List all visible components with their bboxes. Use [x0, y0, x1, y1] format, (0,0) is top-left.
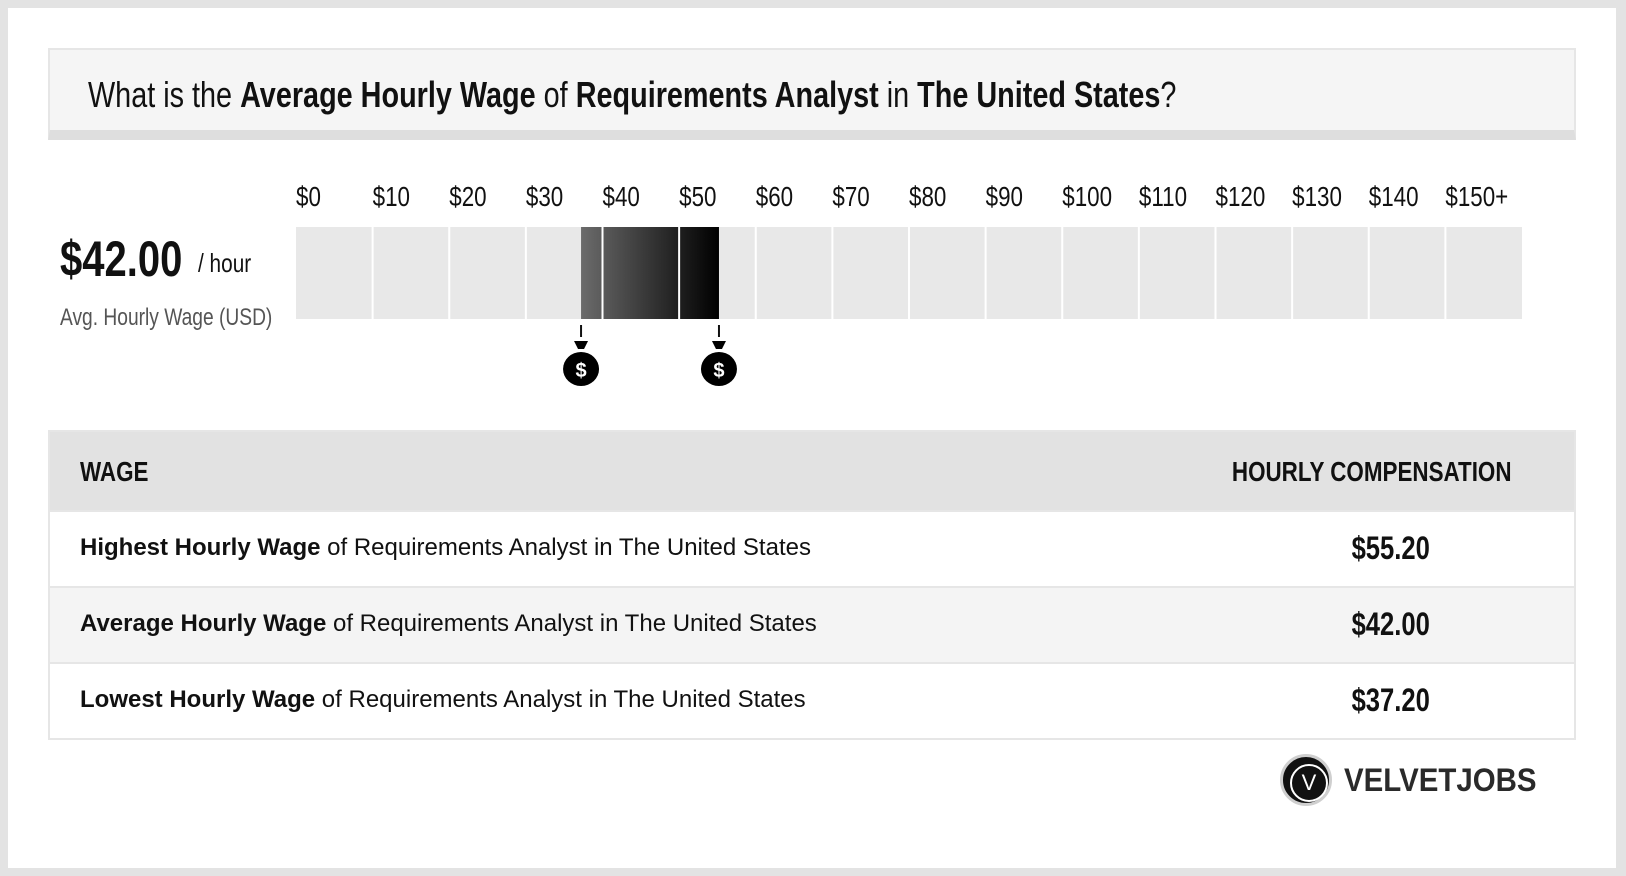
row-label: Average Hourly Wage of Requirements Anal… [80, 610, 817, 637]
segment-divider [448, 227, 451, 319]
question-title: What is the Average Hourly Wage of Requi… [88, 74, 1177, 115]
logo-wordmark: VELVETJOBS [1344, 762, 1537, 798]
logo-badge-icon: V [1280, 754, 1332, 806]
row-label: Lowest Hourly Wage of Requirements Analy… [80, 686, 806, 713]
tick-label: $20 [449, 182, 486, 213]
tick-label: $90 [986, 182, 1023, 213]
column-header-wage: WAGE [80, 456, 149, 487]
money-bag-tie [574, 341, 589, 349]
segment-divider [1367, 227, 1370, 319]
row-value: $42.00 [1351, 606, 1430, 642]
segment-divider [678, 227, 681, 319]
tick-label: $150+ [1445, 182, 1508, 213]
table-row-average: Average Hourly Wage of Requirements Anal… [50, 586, 1574, 662]
segment-divider [1214, 227, 1217, 319]
money-bag-icon [700, 352, 737, 386]
tick-label: $140 [1369, 182, 1419, 213]
wage-table: WAGE HOURLY COMPENSATION Highest Hourly … [48, 430, 1576, 740]
row-value: $37.20 [1351, 682, 1430, 718]
tick-label: $110 [1139, 182, 1187, 213]
average-wage-unit: / hour [198, 248, 252, 278]
table-row-lowest: Lowest Hourly Wage of Requirements Analy… [50, 662, 1574, 738]
wage-range-bar [581, 227, 719, 319]
money-bag-icon [563, 352, 600, 386]
segment-divider [371, 227, 374, 319]
segment-divider [1061, 227, 1064, 319]
segment-divider [1444, 227, 1447, 319]
money-bag-glyph: $ [713, 360, 724, 382]
row-label: Highest Hourly Wage of Requirements Anal… [80, 534, 811, 561]
tick-label: $0 [296, 182, 321, 213]
average-wage-value: $42.00 / hour [60, 230, 251, 288]
money-bag-tie [711, 341, 726, 349]
question-header: What is the Average Hourly Wage of Requi… [48, 48, 1576, 140]
tick-label: $40 [603, 182, 640, 213]
tick-label: $80 [909, 182, 946, 213]
table-row-highest: Highest Hourly Wage of Requirements Anal… [50, 510, 1574, 586]
average-wage-label: Avg. Hourly Wage (USD) [60, 304, 273, 331]
segment-divider [601, 227, 604, 319]
segment-divider [754, 227, 757, 319]
tick-label: $60 [756, 182, 793, 213]
column-header-compensation: HOURLY COMPENSATION [1232, 456, 1512, 487]
segment-divider [984, 227, 987, 319]
segment-divider [831, 227, 834, 319]
tick-label: $130 [1292, 182, 1342, 213]
tick-label: $100 [1062, 182, 1112, 213]
segment-divider [524, 227, 527, 319]
wage-card: What is the Average Hourly Wage of Requi… [8, 8, 1616, 868]
velvetjobs-logo: V VELVETJOBS [1280, 754, 1580, 812]
tick-label: $120 [1216, 182, 1266, 213]
tick-label: $30 [526, 182, 563, 213]
tick-label: $70 [832, 182, 869, 213]
segment-divider [1137, 227, 1140, 319]
segment-divider [1291, 227, 1294, 319]
segment-divider [908, 227, 910, 319]
tick-label: $10 [373, 182, 410, 213]
average-wage-number: $42.00 [60, 231, 183, 287]
row-value: $55.20 [1351, 530, 1430, 566]
wage-range-chart: $0 $10 $20 $30 $40 $50 $60 $70 $80 $90 $100 $110 $12… [296, 182, 1522, 386]
money-bag-glyph: $ [575, 360, 586, 382]
tick-label: $50 [679, 182, 716, 213]
table-header: WAGE HOURLY COMPENSATION [50, 432, 1574, 510]
